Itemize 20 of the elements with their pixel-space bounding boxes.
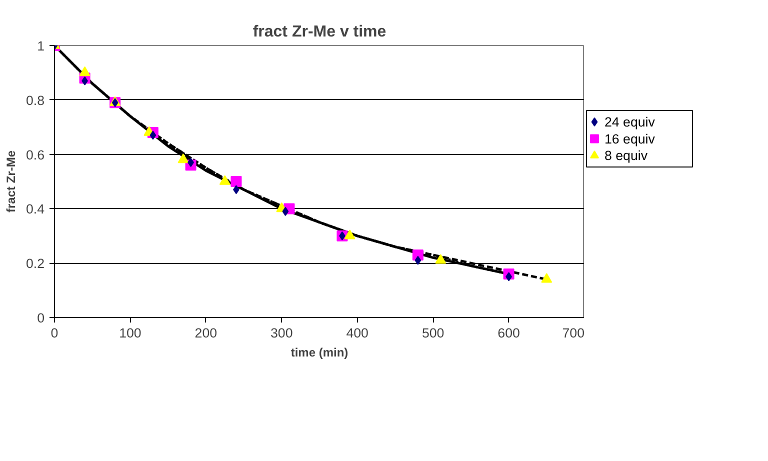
x-tick-label: 100: [119, 326, 142, 340]
y-tick-label: 0.2: [26, 256, 45, 272]
y-tick-label: 0.8: [26, 92, 45, 108]
x-tick-label: 0: [50, 326, 58, 340]
x-tick-label: 600: [498, 326, 520, 340]
x-tick-label: 300: [270, 326, 293, 340]
legend-label: 16 equiv: [604, 131, 656, 146]
x-tick-label: 200: [194, 326, 218, 340]
x-axis-title: time (min): [290, 346, 348, 360]
y-tick-label: 1: [37, 38, 45, 54]
x-tick-label: 700: [562, 326, 585, 340]
y-axis-title: fract Zr-Me: [4, 150, 18, 213]
y-tick-label: 0.4: [26, 202, 46, 217]
x-tick-label: 400: [346, 326, 368, 340]
y-tick-label: 0: [37, 310, 45, 326]
legend-label: 8 equiv: [604, 148, 648, 164]
y-tick-label: 0.6: [26, 147, 45, 162]
x-tick-label: 500: [422, 326, 444, 340]
legend-label: 24 equiv: [604, 114, 656, 130]
chart-title: fract Zr-Me v time: [252, 24, 386, 40]
